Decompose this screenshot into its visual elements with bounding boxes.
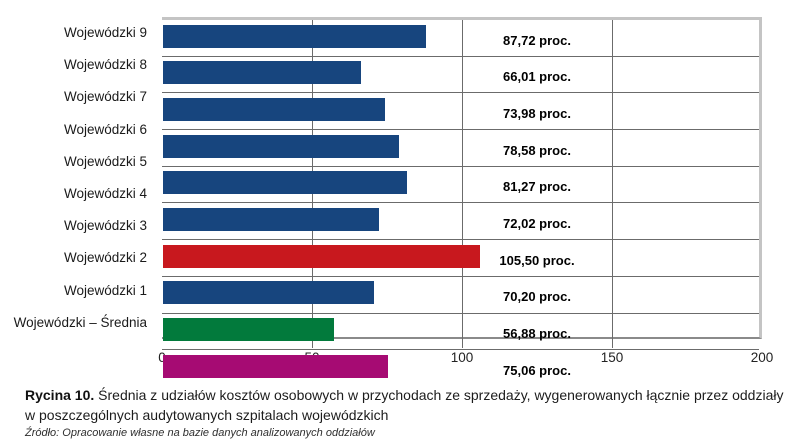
x-tick-label: 150 (600, 350, 624, 365)
bar (163, 207, 380, 231)
value-label: 73,98 proc. (503, 105, 571, 121)
category-label: Wojewódzki 5 (63, 153, 147, 169)
category-label: Wojewódzki 3 (63, 218, 147, 234)
gridline (461, 20, 463, 348)
value-label: 87,72 proc. (503, 32, 571, 48)
category-label: Wojewódzki 6 (63, 121, 147, 137)
category-label: Wojewódzki 4 (63, 185, 147, 201)
category-label: Wojewódzki 8 (63, 57, 147, 73)
chart-row: 56,88 proc. (162, 318, 759, 351)
chart-row: 73,98 proc. (162, 97, 759, 131)
x-tick-label: 0 (158, 350, 166, 365)
bar (163, 61, 362, 85)
chart-row: 87,72 proc. (162, 24, 759, 57)
value-label: 78,58 proc. (503, 142, 571, 158)
bar (163, 244, 480, 268)
value-label: 81,27 proc. (503, 179, 571, 195)
value-label: 66,01 proc. (503, 69, 571, 85)
category-label: Wojewódzki – Średnia (13, 314, 147, 330)
bar (163, 354, 389, 378)
category-label: Wojewódzki 2 (63, 250, 147, 266)
chart-row: 72,02 proc. (162, 207, 759, 241)
value-label: 75,06 proc. (503, 362, 571, 378)
plot-area: 87,72 proc. 66,01 proc. 73,98 proc. 78,58 p… (162, 17, 762, 378)
bar (163, 171, 407, 195)
figure-caption-text: Średnia z udziałów kosztów osobowych w p… (25, 387, 784, 423)
bar (163, 24, 427, 48)
bar (163, 281, 374, 305)
category-label: Wojewódzki 9 (63, 25, 147, 40)
bar (163, 97, 385, 121)
category-labels: Wojewódzki 9 Wojewódzki 8 Wojewódzki 7 Woje… (0, 17, 155, 339)
bar (163, 318, 334, 341)
figure-caption: Rycina 10. Średnia z udziałów kosztów os… (25, 386, 789, 425)
figure-source: Źródło: Opracowanie własne na bazie dany… (25, 427, 375, 439)
bar (163, 134, 399, 158)
x-tick-label: 200 (750, 350, 774, 365)
category-label: Wojewódzki 7 (63, 89, 147, 105)
value-label: 70,20 proc. (503, 289, 571, 305)
chart-row: 78,58 proc. (162, 134, 759, 167)
value-label: 56,88 proc. (503, 326, 571, 341)
x-tick-label: 100 (450, 350, 474, 365)
chart-row: 105,50 proc. (162, 244, 759, 277)
category-label: Wojewódzki 1 (63, 282, 147, 298)
chart-row: 70,20 proc. (162, 281, 759, 314)
value-label: 72,02 proc. (503, 215, 571, 231)
figure-number: Rycina 10. (25, 387, 95, 403)
gridline (611, 20, 613, 348)
bar-chart: Wojewódzki 9 Wojewódzki 8 Wojewódzki 7 Woje… (0, 17, 774, 378)
chart-row: 75,06 proc. (162, 354, 759, 387)
chart-row: 66,01 proc. (162, 61, 759, 94)
value-label: 105,50 proc. (499, 252, 575, 268)
chart-row: 81,27 proc. (162, 171, 759, 204)
